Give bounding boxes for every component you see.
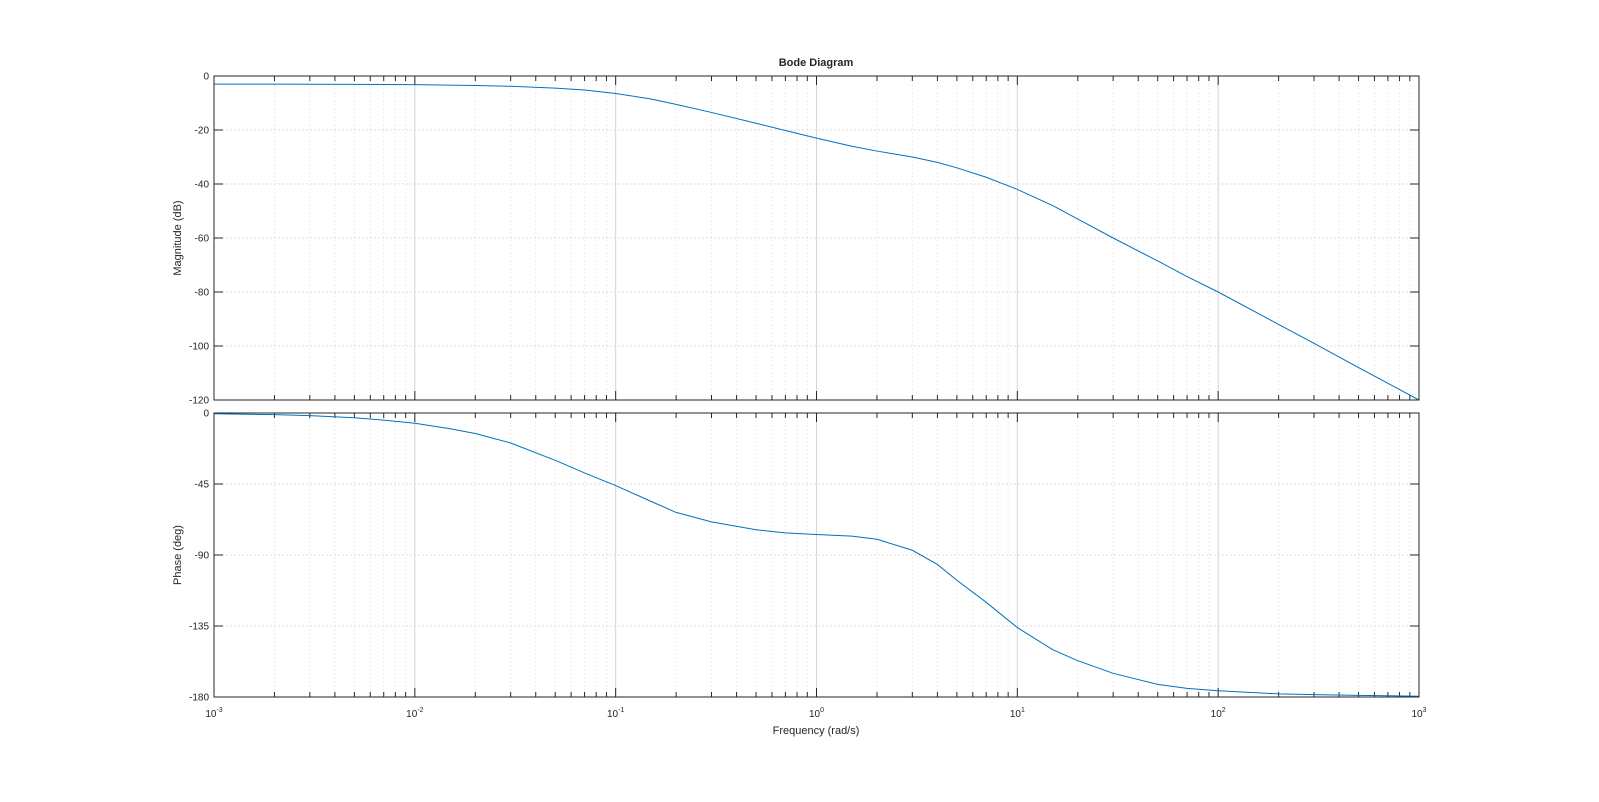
y-tick-label: -40 (195, 180, 210, 191)
x-tick-label: 10-3 (205, 707, 222, 720)
x-tick-label: 100 (809, 707, 824, 720)
magnitude-axes-frame (213, 75, 1420, 401)
phase-grid (213, 412, 1419, 698)
frequency-axis-label: Frequency (rad/s) (773, 725, 860, 737)
y-tick-label: -45 (195, 480, 210, 491)
x-tick-label: 103 (1411, 707, 1426, 720)
phase-axis-label: Phase (deg) (172, 525, 184, 585)
magnitude-axis-label: Magnitude (dB) (172, 200, 184, 275)
magnitude-curve (213, 83, 1420, 401)
phase-y-tick-labels: 0 -45 -90 -135 -180 (189, 409, 209, 704)
y-tick-label: -120 (189, 396, 209, 407)
phase-axes-frame (213, 412, 1420, 698)
x-tick-label: 102 (1211, 707, 1226, 720)
x-tick-label: 101 (1010, 707, 1025, 720)
y-tick-label: -135 (189, 622, 209, 633)
x-tick-label: 10-2 (406, 707, 423, 720)
x-tick-label: 10-1 (607, 707, 624, 720)
frequency-tick-labels: 10-3 10-2 10-1 100 101 102 103 (205, 707, 1426, 720)
y-tick-label: -100 (189, 342, 209, 353)
y-tick-label: -80 (195, 288, 210, 299)
y-tick-label: -60 (195, 234, 210, 245)
y-tick-label: -90 (195, 551, 210, 562)
phase-curve (213, 413, 1420, 697)
chart-title: Bode Diagram (779, 57, 854, 69)
y-tick-label: 0 (203, 72, 209, 83)
magnitude-grid (213, 75, 1419, 401)
y-tick-label: -180 (189, 693, 209, 704)
y-tick-label: 0 (203, 409, 209, 420)
magnitude-y-tick-labels: 0 -20 -40 -60 -80 -100 -120 (189, 72, 209, 407)
y-tick-label: -20 (195, 126, 210, 137)
